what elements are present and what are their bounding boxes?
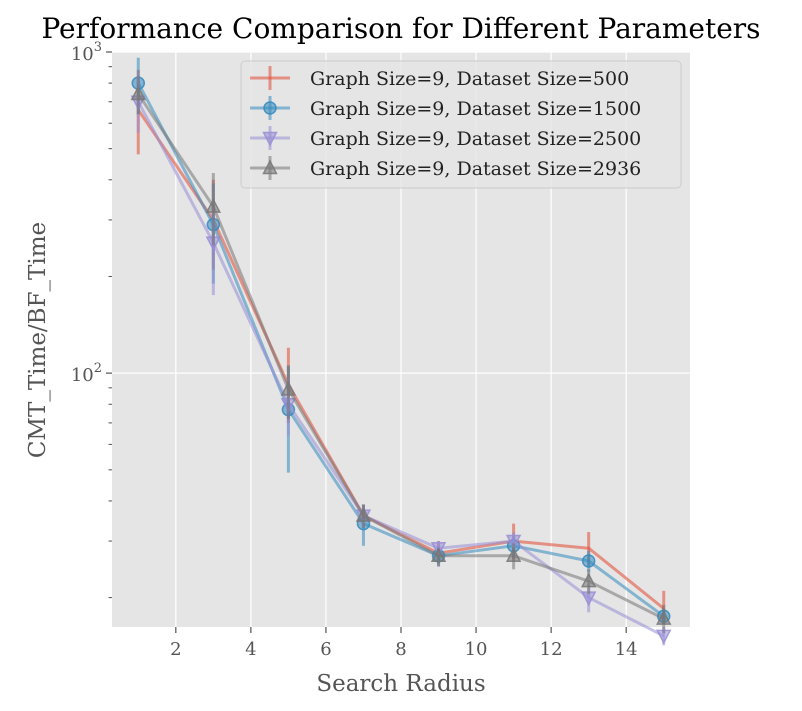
- x-tick-label: 6: [320, 639, 331, 660]
- x-tick-label: 2: [170, 639, 181, 660]
- data-point: [205, 197, 222, 213]
- legend-marker: [262, 131, 278, 147]
- data-point: [130, 85, 147, 101]
- data-point: [580, 572, 597, 588]
- x-tick-label: 10: [465, 639, 488, 660]
- data-point: [430, 547, 447, 563]
- legend-marker: [262, 159, 278, 175]
- data-point: [581, 554, 596, 568]
- data-point: [655, 610, 672, 625]
- legend: Graph Size=9, Dataset Size=500 Graph Size…: [240, 60, 682, 189]
- series-line: [136, 82, 665, 618]
- legend-label: Graph Size=9, Dataset Size=2936: [310, 158, 641, 180]
- data-point: [355, 507, 372, 522]
- x-tick-label: 12: [540, 639, 563, 660]
- series-layer: [130, 57, 672, 646]
- legend-label: Graph Size=9, Dataset Size=2500: [310, 128, 641, 150]
- y-tick-label: 103: [71, 40, 102, 65]
- data-point: [505, 547, 522, 563]
- x-tick-label: 4: [245, 639, 256, 660]
- x-tick-label: 14: [615, 639, 638, 660]
- legend-entry: Graph Size=9, Dataset Size=1500: [250, 96, 641, 120]
- legend-marker: [263, 101, 277, 115]
- series-4: [130, 76, 672, 634]
- legend-entry: Graph Size=9, Dataset Size=500: [250, 66, 629, 90]
- chart-title: Performance Comparison for Different Par…: [41, 12, 760, 45]
- x-tick-label: 8: [395, 639, 406, 660]
- legend-entry: Graph Size=9, Dataset Size=2936: [250, 156, 641, 180]
- legend-label: Graph Size=9, Dataset Size=500: [310, 68, 629, 90]
- x-axis-label: Search Radius: [316, 671, 485, 697]
- y-axis-label: CMT_Time/BF_Time: [25, 222, 51, 458]
- series-line: [137, 93, 665, 620]
- legend-box: [240, 60, 682, 189]
- y-tick-label: 102: [71, 361, 102, 386]
- data-point: [280, 380, 297, 396]
- data-point: [505, 534, 522, 550]
- series-line: [136, 100, 665, 638]
- axis-ticks: 2 4 6 8 10 12 14 102 103: [71, 40, 638, 660]
- legend-entry: Graph Size=9, Dataset Size=2500: [250, 126, 641, 150]
- legend-label: Graph Size=9, Dataset Size=1500: [310, 98, 641, 120]
